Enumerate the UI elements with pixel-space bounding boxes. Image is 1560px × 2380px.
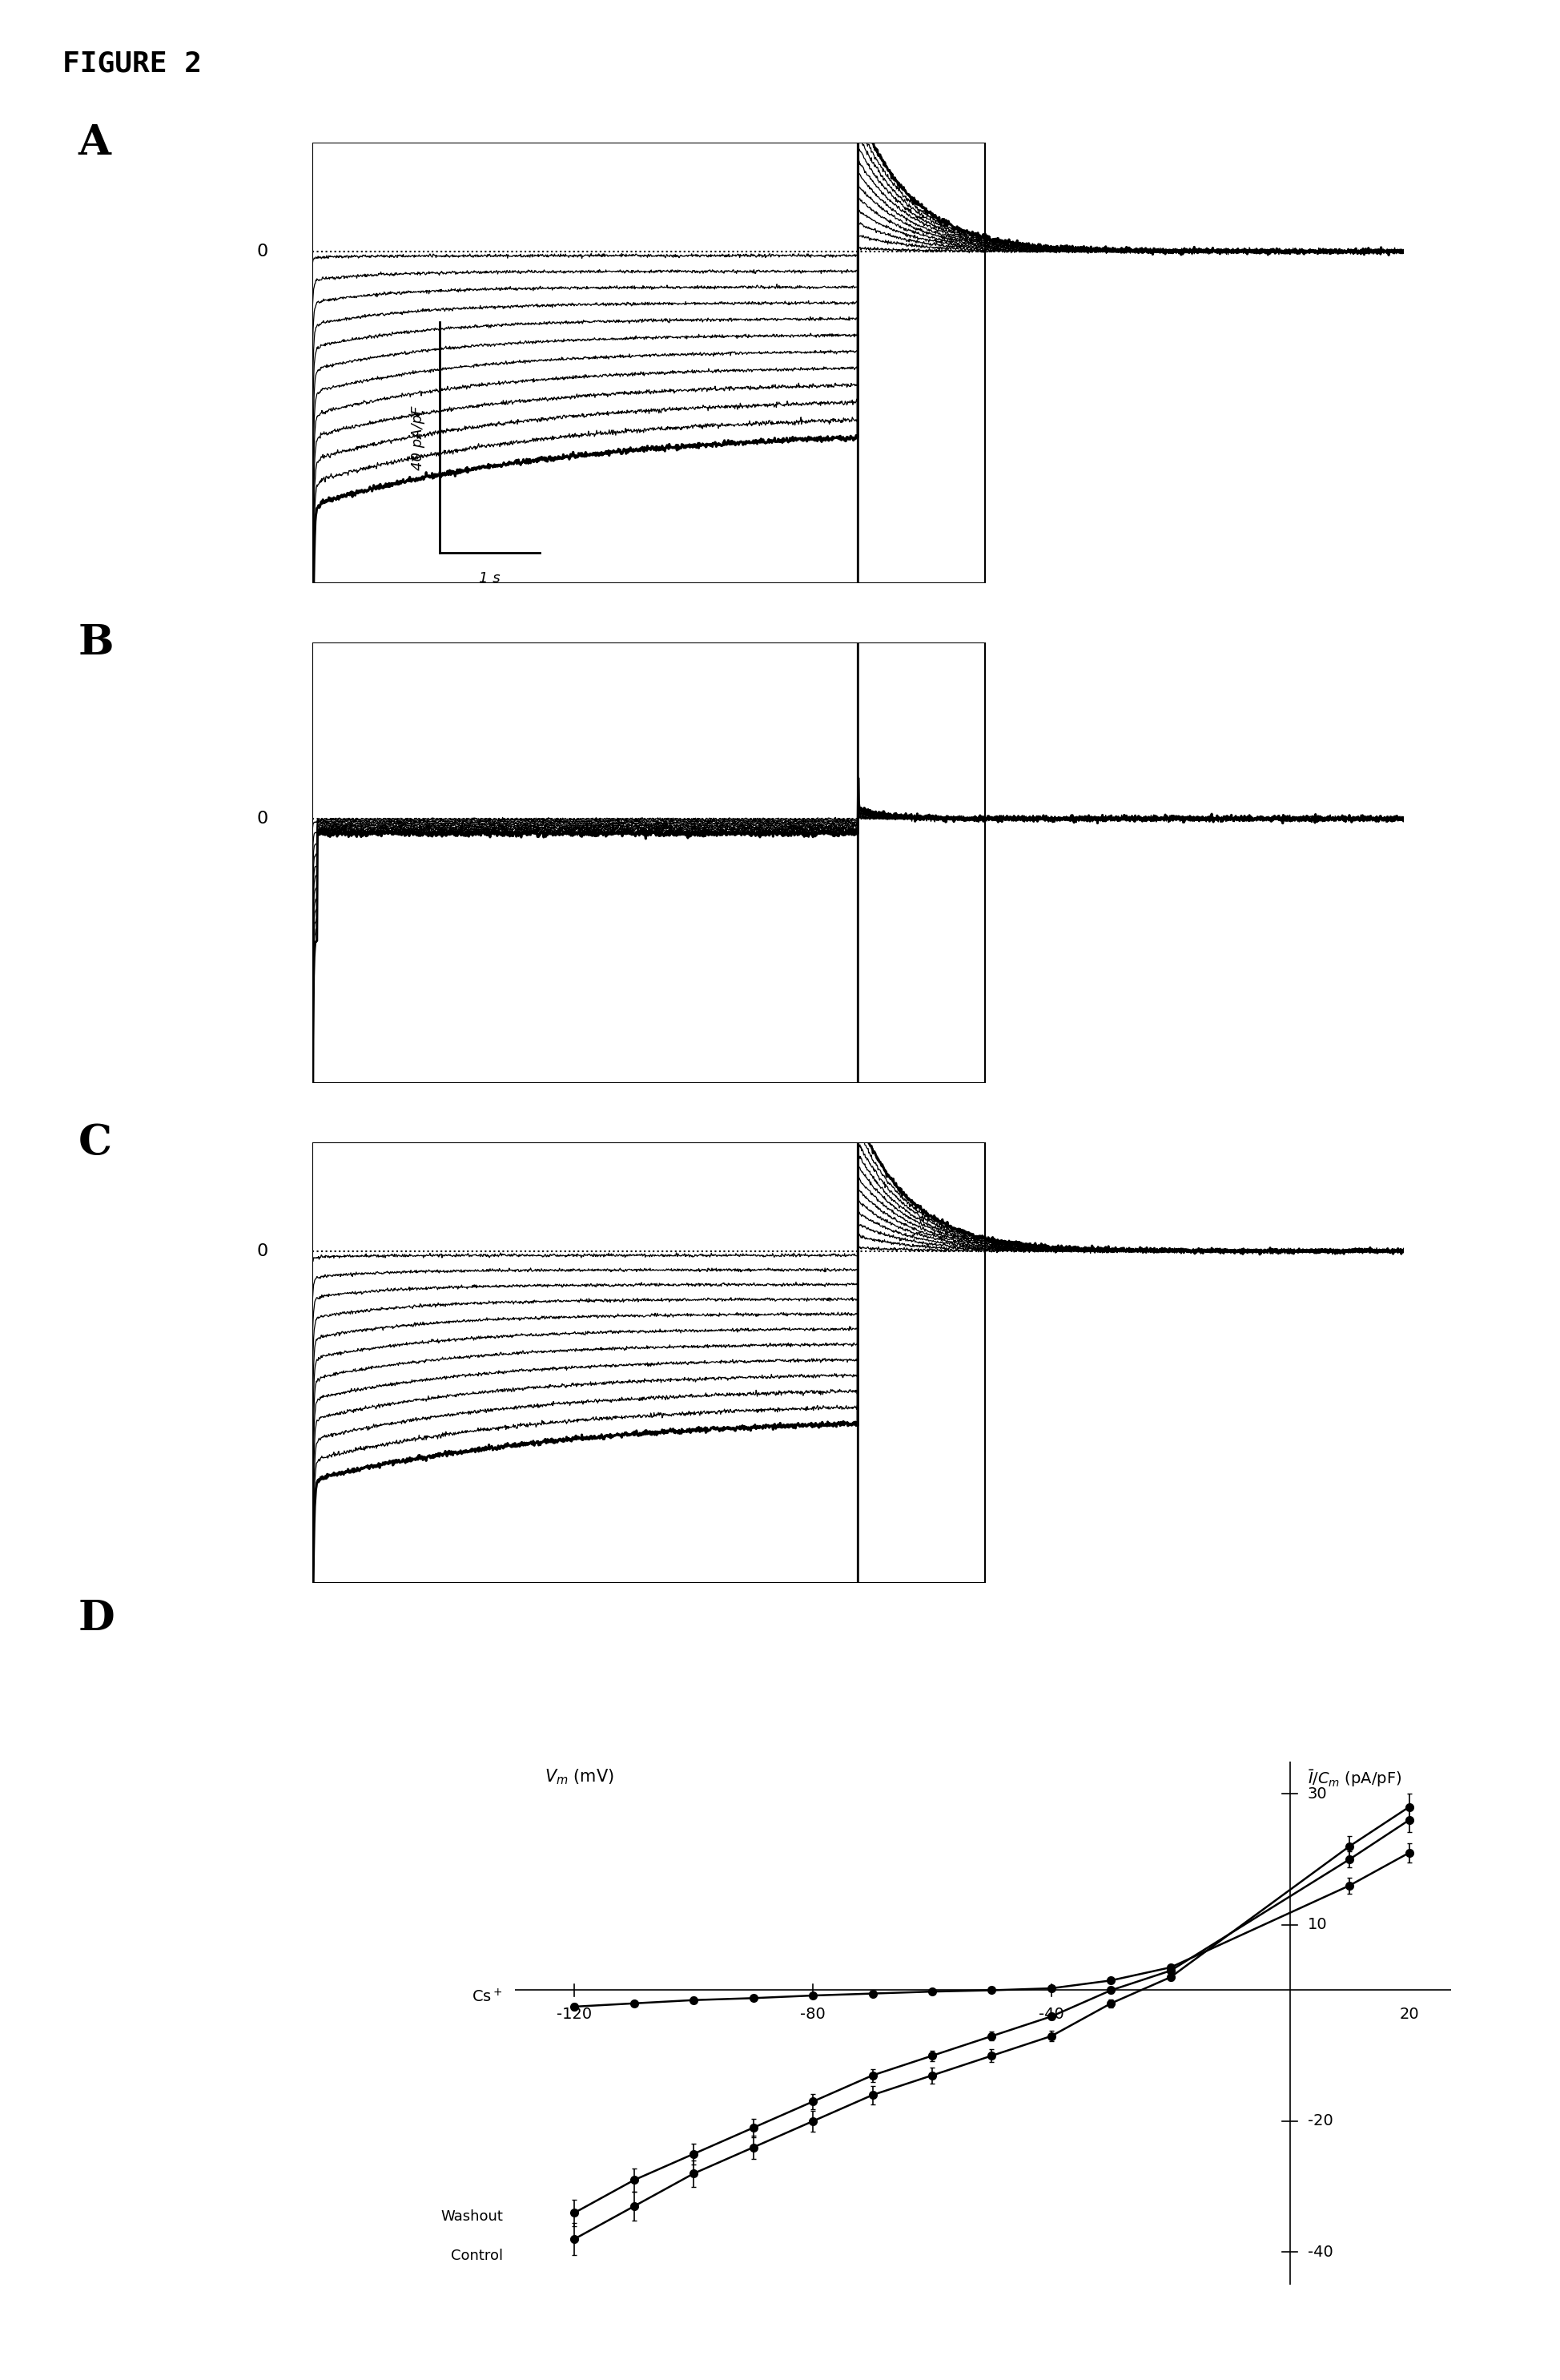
- Text: C: C: [78, 1123, 112, 1164]
- Text: A: A: [78, 124, 111, 164]
- Text: 0: 0: [257, 243, 268, 259]
- Text: -80: -80: [800, 2006, 825, 2023]
- Text: B: B: [78, 624, 114, 664]
- Text: Control: Control: [451, 2249, 502, 2263]
- Text: 1 s: 1 s: [479, 571, 501, 585]
- Text: 0: 0: [257, 1242, 268, 1259]
- Text: $V_m$ (mV): $V_m$ (mV): [544, 1768, 615, 1787]
- Bar: [858, 643, 986, 1083]
- Text: D: D: [78, 1599, 114, 1640]
- Text: -40: -40: [1307, 2244, 1334, 2259]
- Bar: [858, 1142, 986, 1583]
- Text: Washout: Washout: [440, 2209, 502, 2223]
- Bar: [312, 1142, 858, 1583]
- Text: 30: 30: [1307, 1787, 1328, 1802]
- Text: FIGURE 2: FIGURE 2: [62, 50, 201, 76]
- Text: -120: -120: [557, 2006, 593, 2023]
- Text: 0: 0: [257, 812, 268, 826]
- Bar: [312, 643, 858, 1083]
- Text: 20: 20: [1399, 2006, 1420, 2023]
- Text: -40: -40: [1039, 2006, 1064, 2023]
- Text: 10: 10: [1307, 1918, 1328, 1933]
- Text: -20: -20: [1307, 2113, 1334, 2128]
- Bar: [312, 143, 858, 583]
- Text: Cs$^+$: Cs$^+$: [473, 1987, 502, 2006]
- Text: 40 pA/pF: 40 pA/pF: [410, 405, 424, 469]
- Bar: [858, 143, 986, 583]
- Text: $\bar{I}/C_m$ (pA/pF): $\bar{I}/C_m$ (pA/pF): [1307, 1768, 1402, 1787]
